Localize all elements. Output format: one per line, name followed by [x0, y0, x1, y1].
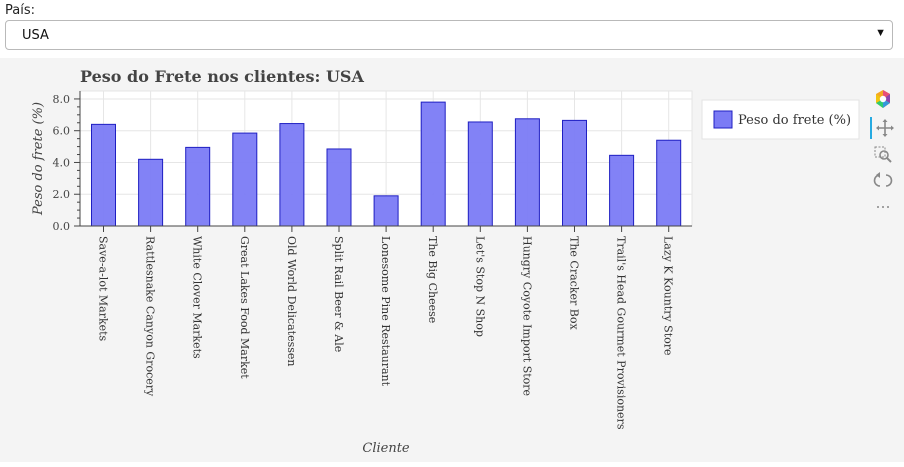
country-select-value: USA	[22, 28, 49, 43]
y-tick-label: 6.0	[53, 125, 71, 138]
x-tick-label: White Clover Markets	[191, 236, 204, 359]
chart-title: Peso do Frete nos clientes: USA	[80, 67, 364, 86]
bar	[138, 158, 164, 227]
bar	[467, 121, 493, 227]
y-tick-label: 0.0	[53, 220, 71, 233]
bar	[232, 132, 258, 227]
x-tick-label: Trail's Head Gourmet Provisioners	[615, 236, 628, 430]
x-tick-label: Lazy K Kountry Store	[662, 236, 675, 356]
bar	[562, 119, 587, 227]
bar	[279, 123, 305, 227]
x-axis-label: Cliente	[362, 441, 410, 456]
x-tick-label: The Big Cheese	[426, 236, 439, 323]
x-tick-label: Hungry Coyote Import Store	[520, 236, 533, 396]
box-zoom-icon[interactable]	[872, 144, 898, 166]
x-tick-label: Lonesome Pine Restaurant	[379, 236, 392, 387]
bokeh-logo-icon[interactable]	[872, 88, 898, 110]
bar	[420, 101, 446, 227]
x-tick-label: The Cracker Box	[568, 236, 581, 330]
x-tick-label: Great Lakes Food Market	[238, 236, 251, 379]
legend-swatch	[713, 110, 733, 129]
bar	[373, 195, 399, 227]
legend-label: Peso do frete (%)	[738, 113, 851, 128]
bar	[185, 146, 211, 227]
x-tick-label: Split Rail Beer & Ale	[332, 236, 345, 352]
more-icon[interactable]	[872, 196, 898, 218]
freight-chart: 0.0 2.0 4.0 6.0 8.0 Save-a-lot Markets Rattles…	[31, 67, 860, 456]
plot-area: 0.0 2.0 4.0 6.0 8.0 Save-a-lot Markets Rattles…	[0, 58, 904, 462]
country-filter-label: País:	[5, 3, 35, 18]
bar	[656, 139, 682, 227]
y-axis-label: Peso do frete (%)	[31, 102, 46, 216]
x-tick-label: Save-a-lot Markets	[97, 236, 110, 342]
pan-icon[interactable]	[870, 117, 898, 139]
x-tick-label: Rattlesnake Canyon Grocery	[144, 236, 157, 397]
chevron-down-icon: ▼	[875, 27, 886, 39]
x-tick-label: Let's Stop N Shop	[473, 236, 486, 337]
y-tick-label: 4.0	[53, 156, 71, 169]
y-tick-label: 8.0	[53, 93, 71, 106]
reset-icon[interactable]	[872, 170, 898, 192]
x-tick-label: Old World Delicatessen	[285, 236, 298, 366]
bar	[326, 148, 352, 227]
y-tick-label: 2.0	[53, 188, 71, 201]
bar	[514, 118, 540, 227]
bar	[609, 154, 635, 227]
bar	[91, 123, 116, 227]
country-select[interactable]: USA ▼	[5, 20, 893, 50]
